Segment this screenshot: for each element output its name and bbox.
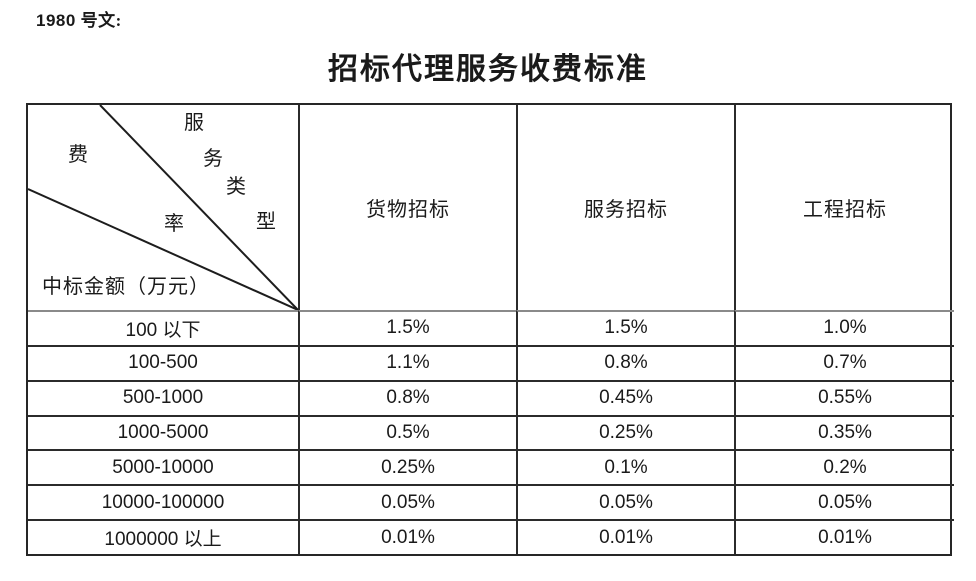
corner-rate-char: 率: [164, 213, 184, 235]
table-cell: 1.1%: [298, 344, 516, 380]
row-label: 1000000 以上: [28, 519, 298, 554]
row-label: 5000-10000: [28, 449, 298, 484]
table-cell: 0.05%: [298, 484, 516, 520]
table-cell: 0.25%: [298, 449, 516, 485]
diagonal-header-cell: 费 率 服 务 类 型 中标金额（万元）: [28, 105, 298, 310]
table-cell: 0.45%: [516, 379, 734, 415]
table-cell: 0.2%: [734, 449, 954, 485]
row-label: 1000-5000: [28, 414, 298, 450]
row-label: 500-1000: [28, 379, 298, 415]
table-cell: 0.01%: [516, 519, 734, 554]
table-cell: 1.0%: [734, 310, 954, 345]
corner-type-char-3: 类: [226, 176, 246, 198]
corner-type-char-1: 服: [184, 112, 204, 134]
table-cell: 0.01%: [298, 519, 516, 554]
table-cell: 0.05%: [734, 484, 954, 520]
corner-type-char-2: 务: [203, 148, 223, 170]
corner-fee-char: 费: [68, 144, 88, 166]
row-label: 100-500: [28, 344, 298, 380]
fee-table: 费 率 服 务 类 型 中标金额（万元） 货物招标 服务招标 工程招标 100 …: [26, 103, 954, 556]
table-cell: 0.7%: [734, 344, 954, 380]
table-cell: 1.5%: [516, 310, 734, 345]
table-cell: 0.25%: [516, 414, 734, 450]
row-label: 10000-100000: [28, 484, 298, 519]
doc-reference: 1980 号文:: [36, 6, 122, 31]
doc-reference-number: 1980: [36, 11, 76, 30]
page-title: 招标代理服务收费标准: [328, 53, 648, 86]
doc-reference-suffix: 号文:: [75, 11, 122, 30]
table-cell: 1.5%: [298, 310, 516, 345]
column-header-services: 服务招标: [516, 105, 734, 310]
table-cell: 0.5%: [298, 414, 516, 450]
table-cell: 0.55%: [734, 379, 954, 415]
table-cell: 0.35%: [734, 414, 954, 450]
row-label: 100 以下: [28, 310, 298, 345]
table-cell: 0.1%: [516, 449, 734, 485]
table-cell: 0.05%: [516, 484, 734, 520]
table-cell: 0.01%: [734, 519, 954, 554]
corner-row-axis-label: 中标金额（万元）: [42, 276, 210, 298]
corner-type-char-4: 型: [256, 211, 276, 233]
column-header-engineering: 工程招标: [734, 105, 954, 310]
diagonal-lines: [28, 105, 298, 310]
column-header-goods: 货物招标: [298, 105, 516, 310]
table-cell: 0.8%: [516, 344, 734, 380]
table-cell: 0.8%: [298, 379, 516, 415]
